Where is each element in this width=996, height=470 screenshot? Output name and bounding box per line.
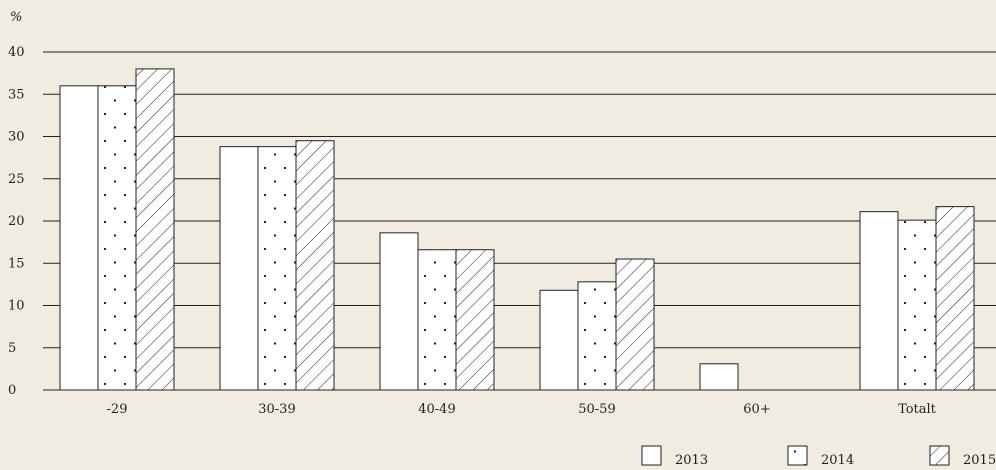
x-tick-label: 60+ [743, 402, 770, 417]
y-axis-ticks: 0 5 10 15 20 25 30 35 40 [8, 45, 25, 398]
y-tick-label: 20 [8, 214, 25, 229]
bar-2014-50-59 [577, 281, 617, 391]
legend-item-2013: 2013 [641, 445, 708, 468]
bar-2015-40-49 [455, 249, 495, 391]
legend-label: 2013 [675, 453, 708, 466]
bar-2013-40-49 [379, 232, 419, 391]
legend-swatch [787, 445, 808, 466]
bar-2015-30-39 [295, 140, 335, 391]
bar-2013--29 [59, 85, 99, 391]
legend-label: 2015 [963, 453, 996, 466]
y-tick-label: 15 [8, 256, 25, 271]
bar-2013-50-59 [539, 289, 579, 391]
y-tick-label: 25 [8, 172, 25, 187]
bar-2014-30-39 [257, 146, 297, 391]
bar-2013-60+ [699, 363, 739, 391]
bar-2014-Totalt [897, 219, 937, 391]
bar-2013-Totalt [859, 211, 899, 391]
y-axis-label: % [10, 10, 22, 25]
bar-2014-40-49 [417, 249, 457, 391]
x-tick-label: 50-59 [578, 402, 615, 417]
y-tick-label: 10 [8, 299, 25, 314]
bar-2015-Totalt [935, 206, 975, 391]
y-tick-label: 0 [8, 383, 16, 398]
bar-2015-50-59 [615, 258, 655, 391]
grid [43, 51, 996, 391]
legend-swatch [929, 445, 950, 466]
x-tick-label: 40-49 [418, 402, 455, 417]
y-tick-label: 30 [8, 130, 25, 145]
y-tick-label: 35 [8, 87, 25, 102]
legend-label: 2014 [821, 453, 854, 466]
bar-2015--29 [135, 68, 175, 391]
bar-2014--29 [97, 85, 137, 391]
bars [59, 68, 975, 391]
x-tick-label: Totalt [898, 402, 937, 417]
legend-item-2014: 2014 [787, 445, 854, 468]
y-tick-label: 5 [8, 341, 16, 356]
legend: 2013 2014 2015 [641, 445, 996, 468]
bar-2013-30-39 [219, 146, 259, 391]
y-tick-label: 40 [8, 45, 25, 60]
x-tick-label: 30-39 [258, 402, 295, 417]
legend-item-2015: 2015 [929, 445, 996, 468]
x-tick-label: -29 [107, 402, 128, 417]
legend-swatch [641, 445, 662, 466]
x-axis-ticks: -29 30-39 40-49 50-59 60+ Totalt [107, 402, 937, 417]
